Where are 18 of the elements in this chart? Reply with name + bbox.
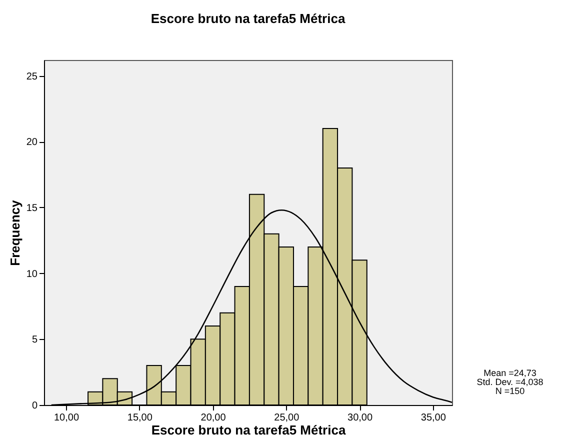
y-tick-label: 10 <box>26 268 38 280</box>
y-tick-label: 20 <box>26 137 38 148</box>
y-tick-label: 0 <box>32 400 38 412</box>
text: N =150 <box>495 386 525 396</box>
x-axis-title: Escore bruto na tarefa5 Métrica <box>151 422 346 438</box>
chart-title: Escore bruto na tarefa5 Métrica <box>150 11 346 26</box>
x-tick-label: 25,00 <box>274 412 300 424</box>
x-tick-label: 10,00 <box>54 412 80 424</box>
y-axis-title: Frequency <box>7 199 22 266</box>
text: Mean =24,73 <box>484 368 536 378</box>
x-tick-label: 20,00 <box>200 412 226 424</box>
text: Std. Dev. =4,038 <box>476 377 544 387</box>
x-tick-label: 15,00 <box>127 412 153 424</box>
x-tick-label: 30,00 <box>348 412 373 424</box>
y-tick-label: 25 <box>26 71 38 82</box>
x-tick-label: 35,00 <box>420 412 446 424</box>
y-tick-label: 5 <box>32 334 38 346</box>
y-tick-label: 15 <box>26 202 38 214</box>
